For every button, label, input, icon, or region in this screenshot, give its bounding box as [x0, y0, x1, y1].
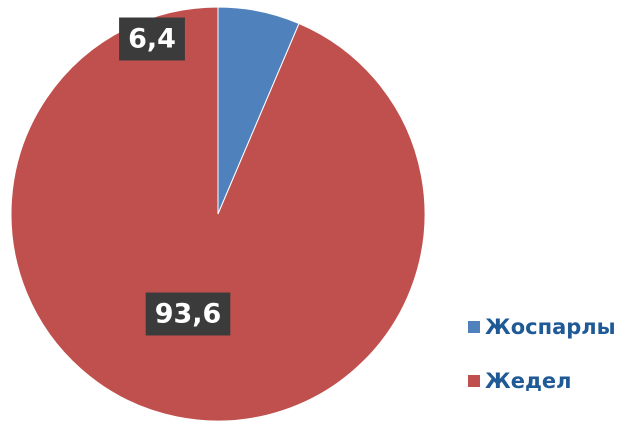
pie-slice-2: [10, 6, 426, 422]
value-label-box-1: [119, 17, 185, 61]
pie-slices: [10, 6, 426, 422]
value-label-text-2: 93,6: [155, 299, 222, 330]
legend-swatch-1: [468, 321, 480, 333]
legend-item-2: Жедел: [468, 369, 572, 393]
legend-label-2: Жедел: [485, 369, 572, 393]
value-label-box-2: [145, 292, 231, 336]
legend-label-1: Жоспарлы: [485, 315, 616, 339]
legend-swatch-2: [468, 375, 480, 387]
value-label-text-1: 6,4: [128, 24, 176, 55]
value-label-1: 6,4: [119, 17, 185, 61]
legend: Жоспарлы Жедел: [468, 315, 616, 393]
pie-value-labels: 6,4 93,6: [119, 17, 231, 336]
legend-item-1: Жоспарлы: [468, 315, 616, 339]
value-label-2: 93,6: [145, 292, 231, 336]
